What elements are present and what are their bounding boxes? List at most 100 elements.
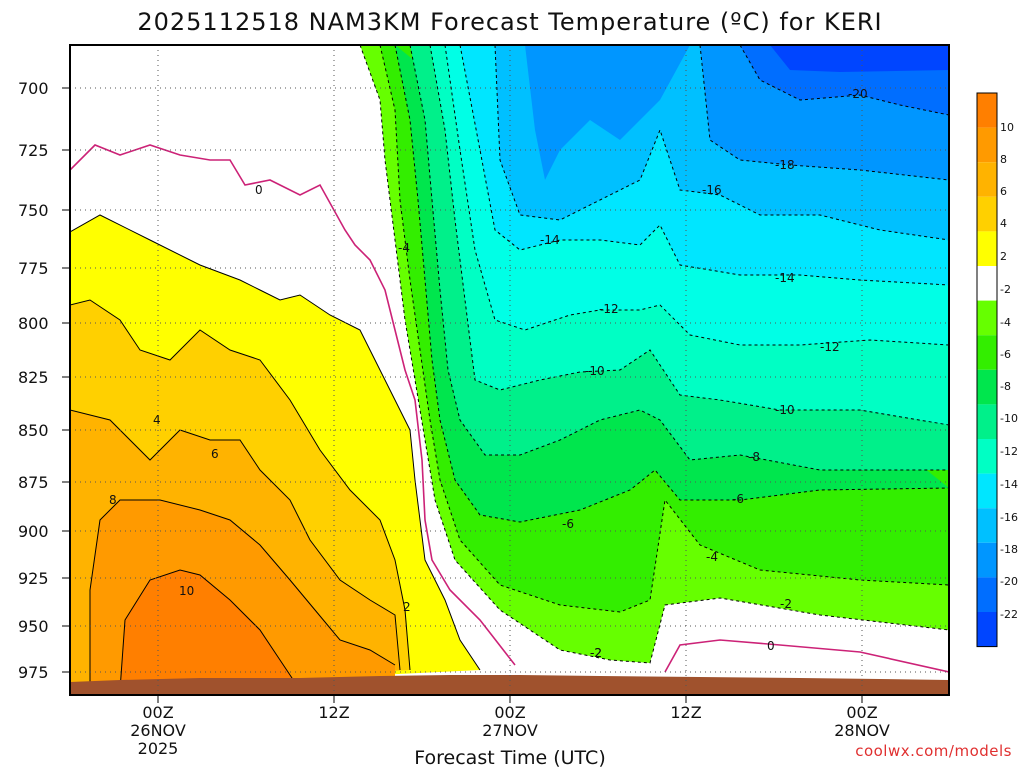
contour-label: -18 [775,158,795,172]
x-tick-label: 00Z [142,703,173,722]
contour-label: -14 [540,233,560,247]
y-tick: 825 [18,368,70,387]
y-tick-label: 925 [18,569,49,588]
field-below-minus22 [770,45,949,72]
grid [70,45,949,695]
chart-title: 2025112518 NAM3KM Forecast Temperature (… [137,8,882,36]
colorbar-label: 6 [1000,185,1007,198]
colorbar-label: -22 [1000,608,1018,621]
contour-label: 2 [403,600,411,614]
colorbar-swatch [977,335,997,370]
contour-label: 0 [767,639,775,653]
x-tick-label: 12Z [670,703,701,722]
colorbar-swatch [977,93,997,128]
colorbar: 10 8 6 4 2 -2 -4 -6 -8 -10 -12 -14 -16 -18 -20 -22 [976,92,1018,648]
contour-label: -20 [848,87,868,101]
contour-label: -6 [732,492,744,506]
colorbar-swatch [977,577,997,612]
colorbar-label: -2 [1000,283,1011,296]
x-tick: 12Z [318,695,350,722]
contour-label: 10 [179,584,194,598]
colorbar-swatch [977,404,997,439]
contour-label: -4 [706,550,718,564]
y-tick-label: 725 [18,141,49,160]
x-tick: 00Z 28NOV [834,695,890,740]
y-tick: 725 [18,141,70,160]
cold-fields [70,45,949,663]
contour-8 [89,499,396,690]
colorbar-swatch [977,127,997,163]
contour-label: -2 [590,646,602,660]
colorbar-label: 4 [1000,217,1007,230]
x-tick-date: 27NOV [482,721,538,740]
y-tick: 875 [18,473,70,492]
y-tick-label: 800 [18,314,49,333]
plot-area: 0 -4 4 6 8 10 2 -2 -14 -16 -20 -18 -14 -… [70,45,949,695]
colorbar-label: -4 [1000,316,1011,329]
contour-label: -10 [775,403,795,417]
y-tick-label: 900 [18,522,49,541]
colorbar-label: -10 [1000,412,1018,425]
y-tick-label: 975 [18,663,49,682]
colorbar-swatch [977,196,997,232]
colorbar-label: -14 [1000,478,1018,491]
x-tick: 00Z 27NOV [482,695,538,740]
field-10-to-12 [120,570,300,690]
colorbar-label: -20 [1000,575,1018,588]
contour-label: -10 [585,364,605,378]
credit-text: coolwx.com/models [855,742,1012,760]
colorbar-label: -6 [1000,348,1011,361]
x-axis: 00Z 26NOV 2025 12Z 00Z 27NOV 12Z 00Z 28N… [130,695,890,768]
colorbar-swatch [977,300,997,336]
y-axis: 700 725 750 775 800 825 850 875 900 925 … [18,79,70,682]
contour-minus14 [459,45,949,286]
colorbar-swatch [977,231,997,266]
contour-label: 8 [109,493,117,507]
y-tick: 925 [18,569,70,588]
colorbar-swatch [977,266,997,301]
contour-label: -6 [562,517,574,531]
contour-minus6 [394,45,949,523]
x-tick: 12Z [670,695,702,722]
y-tick-label: 750 [18,201,49,220]
contour-label: -12 [820,340,840,354]
contour-label: -16 [702,183,722,197]
contour-label: 4 [153,413,161,427]
colorbar-label: -12 [1000,445,1018,458]
x-tick-label: 00Z [494,703,525,722]
x-tick-date: 26NOV [130,721,186,740]
contour-label: -14 [775,271,795,285]
zero-line-lower [664,639,949,673]
contour-label: -2 [590,646,602,660]
zero-line-upper [70,144,516,666]
contour-label: -12 [599,302,619,316]
x-tick-label: 12Z [318,703,349,722]
colorbar-swatch [977,369,997,405]
colorbar-label: -18 [1000,543,1018,556]
y-tick-label: 850 [18,421,49,440]
contour-minus12 [444,45,949,346]
colorbar-label: -16 [1000,511,1018,524]
contour-minus16 [494,45,949,241]
y-tick-label: 825 [18,368,49,387]
y-tick: 800 [18,314,70,333]
contour-4 [70,299,411,671]
x-axis-title: Forecast Time (UTC) [414,747,605,768]
colorbar-swatch [977,162,997,197]
colorbar-swatch [977,439,997,474]
contour-label: -8 [748,450,760,464]
colorbar-frame [976,92,998,648]
contour-label: -4 [398,241,410,255]
y-tick: 700 [18,79,70,98]
contour-label: 6 [211,447,219,461]
x-tick: 00Z 26NOV 2025 [130,695,186,758]
contour-label: 0 [255,183,263,197]
contour-lines [70,45,949,691]
colorbar-label: 2 [1000,250,1007,263]
contour-minus20 [739,45,949,116]
y-tick: 900 [18,522,70,541]
y-tick-label: 875 [18,473,49,492]
colorbar-label: 8 [1000,153,1007,166]
colorbar-swatch [977,508,997,543]
y-tick-label: 700 [18,79,49,98]
